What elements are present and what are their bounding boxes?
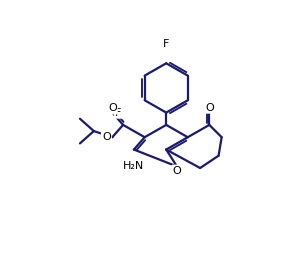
Text: O: O bbox=[102, 132, 111, 142]
Text: O: O bbox=[108, 103, 117, 113]
Text: O: O bbox=[173, 166, 181, 176]
Text: O: O bbox=[205, 103, 214, 112]
Text: H₂N: H₂N bbox=[123, 161, 145, 171]
Text: F: F bbox=[163, 39, 170, 49]
Text: F: F bbox=[115, 108, 122, 118]
